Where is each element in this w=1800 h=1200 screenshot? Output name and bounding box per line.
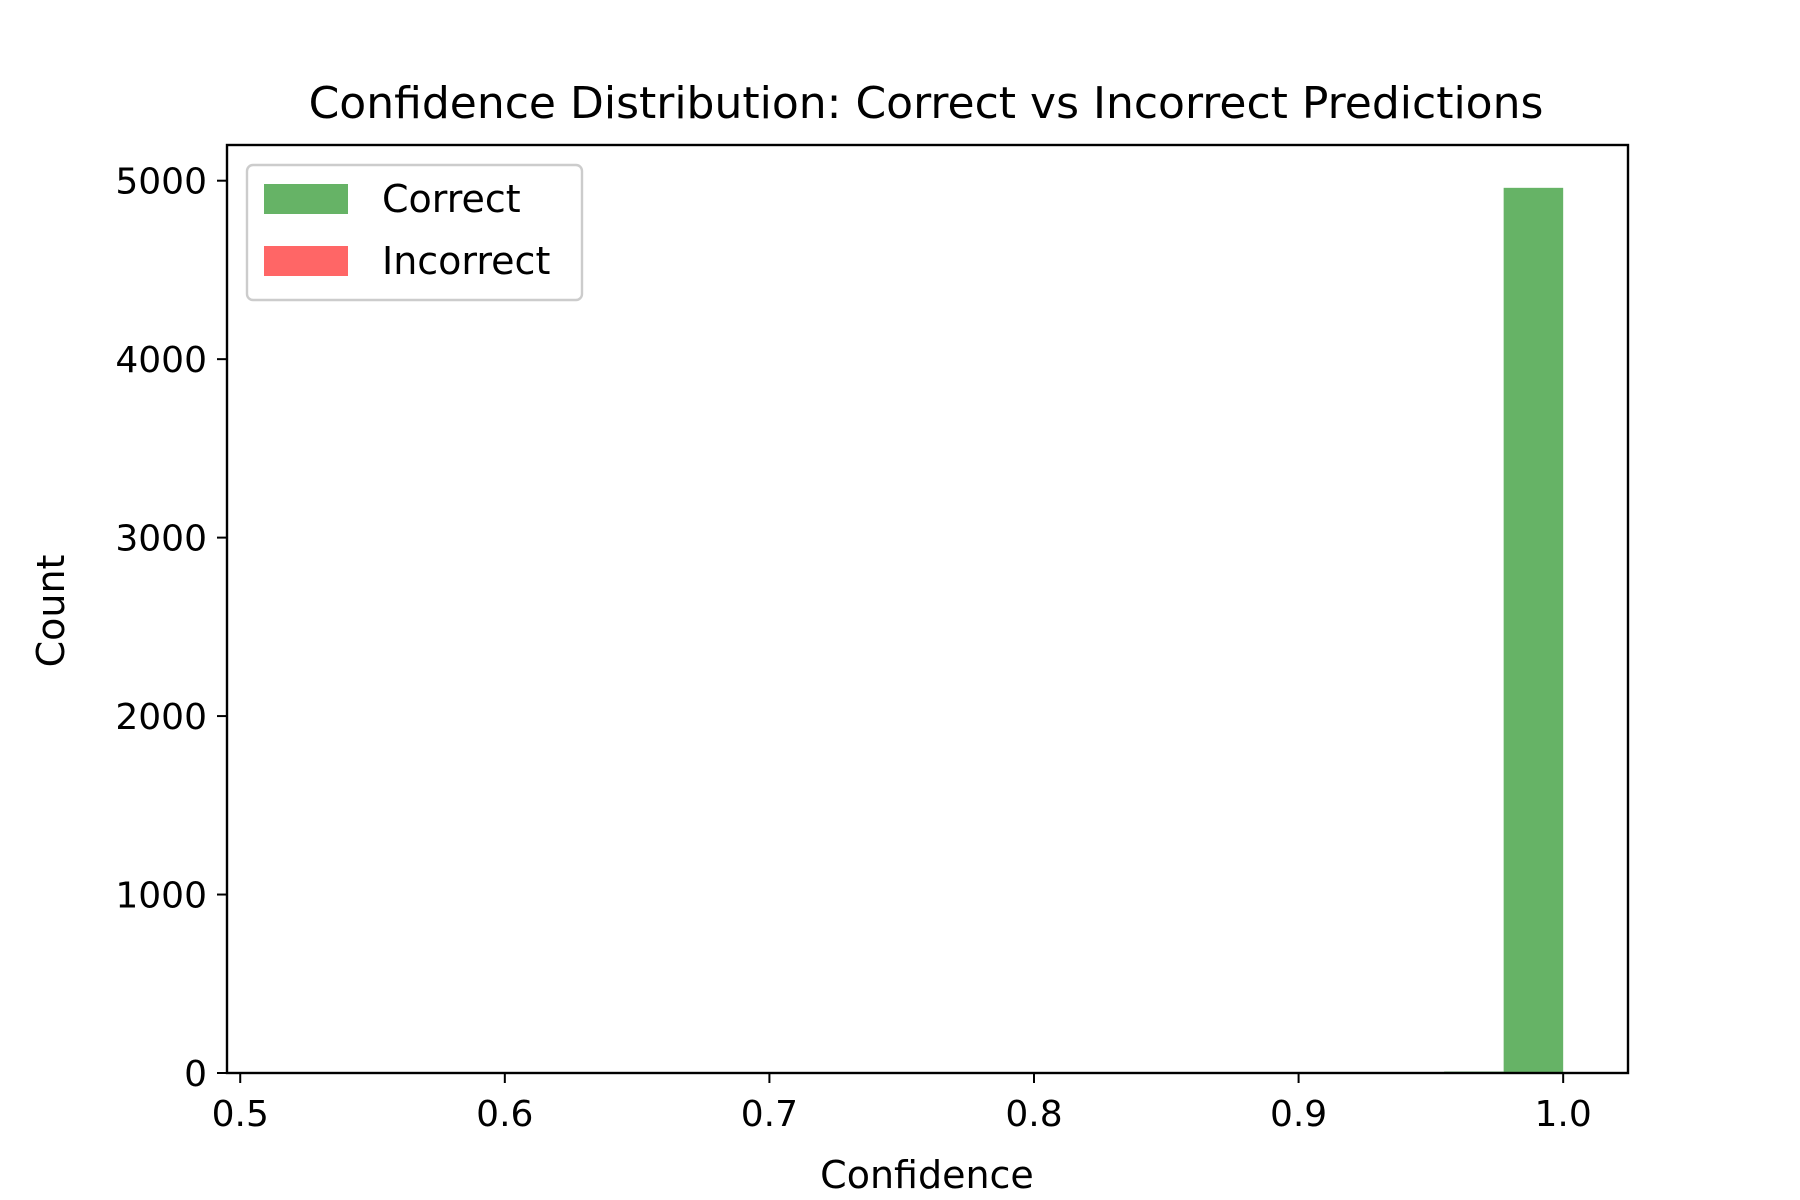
x-axis-label: Confidence [820, 1153, 1034, 1197]
y-tick-label: 1000 [115, 876, 207, 917]
x-tick-label: 0.7 [741, 1094, 798, 1135]
legend-label-incorrect: Incorrect [382, 239, 550, 283]
chart-title: Confidence Distribution: Correct vs Inco… [309, 78, 1544, 129]
y-tick-label: 2000 [115, 697, 207, 738]
y-tick-label: 3000 [115, 519, 207, 560]
y-tick-label: 5000 [115, 162, 207, 203]
y-tick-label: 0 [184, 1054, 207, 1095]
y-axis-label: Count [29, 555, 73, 668]
legend-swatch-correct [264, 184, 348, 214]
bar-correct-1 [1503, 187, 1564, 1074]
plot-frame [225, 143, 1630, 1075]
ticks-layer: 0.5 0.6 0.7 0.8 0.9 1.0 0 1000 2000 3000 4000 5000 [115, 162, 1591, 1135]
bars-layer [1444, 187, 1564, 1074]
x-tick-label: 0.9 [1270, 1094, 1327, 1135]
legend: Correct Incorrect [245, 163, 584, 302]
x-tick-label: 0.8 [1005, 1094, 1062, 1135]
x-tick-label: 1.0 [1535, 1094, 1592, 1135]
x-tick-label: 0.5 [212, 1094, 269, 1135]
x-tick-label: 0.6 [476, 1094, 533, 1135]
legend-swatch-incorrect [264, 246, 348, 276]
y-tick-label: 4000 [115, 340, 207, 381]
legend-label-correct: Correct [382, 177, 521, 221]
